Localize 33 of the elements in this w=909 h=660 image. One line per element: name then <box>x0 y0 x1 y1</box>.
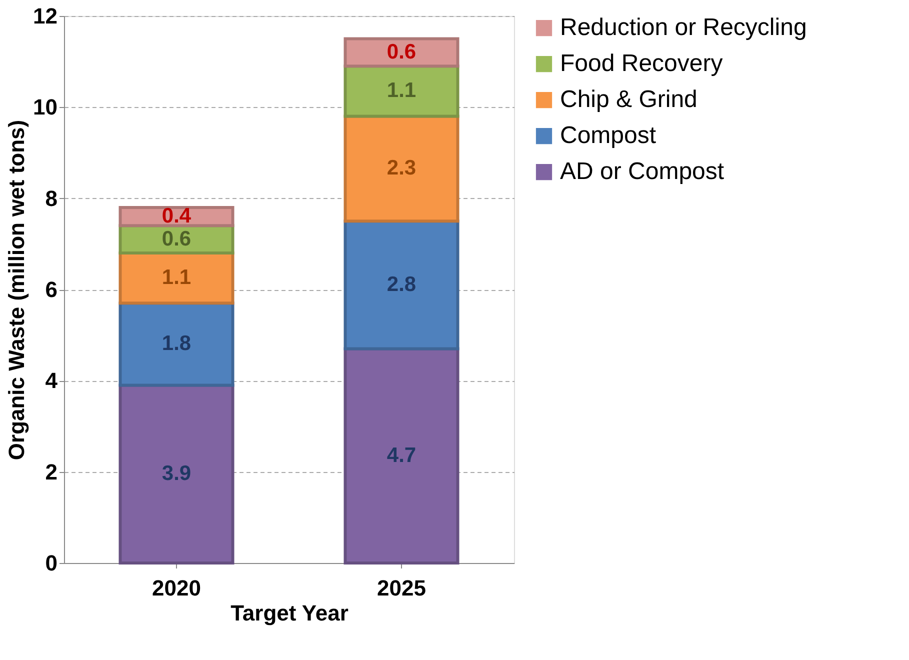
data-label: 0.4 <box>162 204 192 228</box>
y-tick-label: 12 <box>33 4 58 28</box>
data-label: 0.6 <box>162 227 192 250</box>
bar <box>118 302 234 387</box>
bar <box>118 384 234 564</box>
legend-label: Compost <box>560 122 656 149</box>
bar <box>344 220 460 350</box>
y-tick-label: 2 <box>45 459 58 484</box>
bar <box>344 64 460 118</box>
bar <box>118 252 234 305</box>
legend-label: AD or Compost <box>560 158 724 185</box>
y-tick-label: 0 <box>45 550 58 576</box>
bar <box>344 37 460 68</box>
y-tick-label: 10 <box>33 94 58 120</box>
y-axis-title: Organic Waste (million wet tons) <box>4 120 30 460</box>
bar <box>118 206 234 228</box>
y-tick-label: 6 <box>45 277 58 302</box>
data-label: 2.3 <box>386 156 416 180</box>
data-label: 4.7 <box>386 444 416 467</box>
y-tick-label: 8 <box>45 186 58 211</box>
legend-label: Reduction or Recycling <box>560 14 807 41</box>
data-label: 1.8 <box>162 332 192 356</box>
data-label: 2.8 <box>386 272 416 296</box>
x-axis-title: Target Year <box>230 600 349 626</box>
data-label: 0.6 <box>386 40 416 64</box>
legend-label: Food Recovery <box>560 50 723 77</box>
data-label: 1.1 <box>386 79 416 102</box>
x-tick-label: 2020 <box>152 576 201 600</box>
legend-label: Chip & Grind <box>560 86 698 113</box>
y-tick-label: 4 <box>45 368 58 394</box>
x-tick-label: 2025 <box>377 576 426 600</box>
data-label: 3.9 <box>162 462 192 486</box>
data-label: 1.1 <box>162 266 192 290</box>
